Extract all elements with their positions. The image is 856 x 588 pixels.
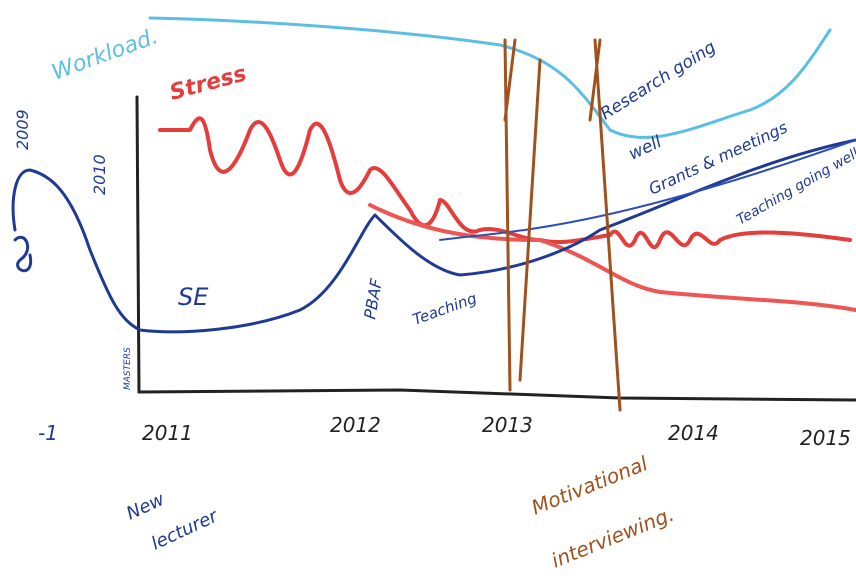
y-axis: [135, 95, 141, 394]
x-axis: [137, 388, 856, 402]
axis-label: -1: [38, 421, 58, 445]
scribble: [13, 236, 33, 273]
workload-line: [148, 16, 832, 139]
axis-label: 2012: [330, 413, 381, 437]
year-label: 2009: [13, 109, 32, 150]
se-label: SE: [178, 283, 209, 311]
mi-lines: [588, 38, 622, 412]
year-label: 2010: [90, 154, 109, 195]
axis-label: 2015: [800, 426, 851, 450]
se-line: [11, 138, 856, 334]
axis-label: 2013: [482, 413, 533, 437]
stress-line: [158, 116, 852, 250]
grants-line: [439, 139, 856, 241]
masters-label: MASTERS: [123, 347, 133, 390]
axis-label: 2014: [668, 421, 719, 445]
axis-label: 2011: [142, 421, 193, 445]
mi-lines: [503, 38, 542, 392]
